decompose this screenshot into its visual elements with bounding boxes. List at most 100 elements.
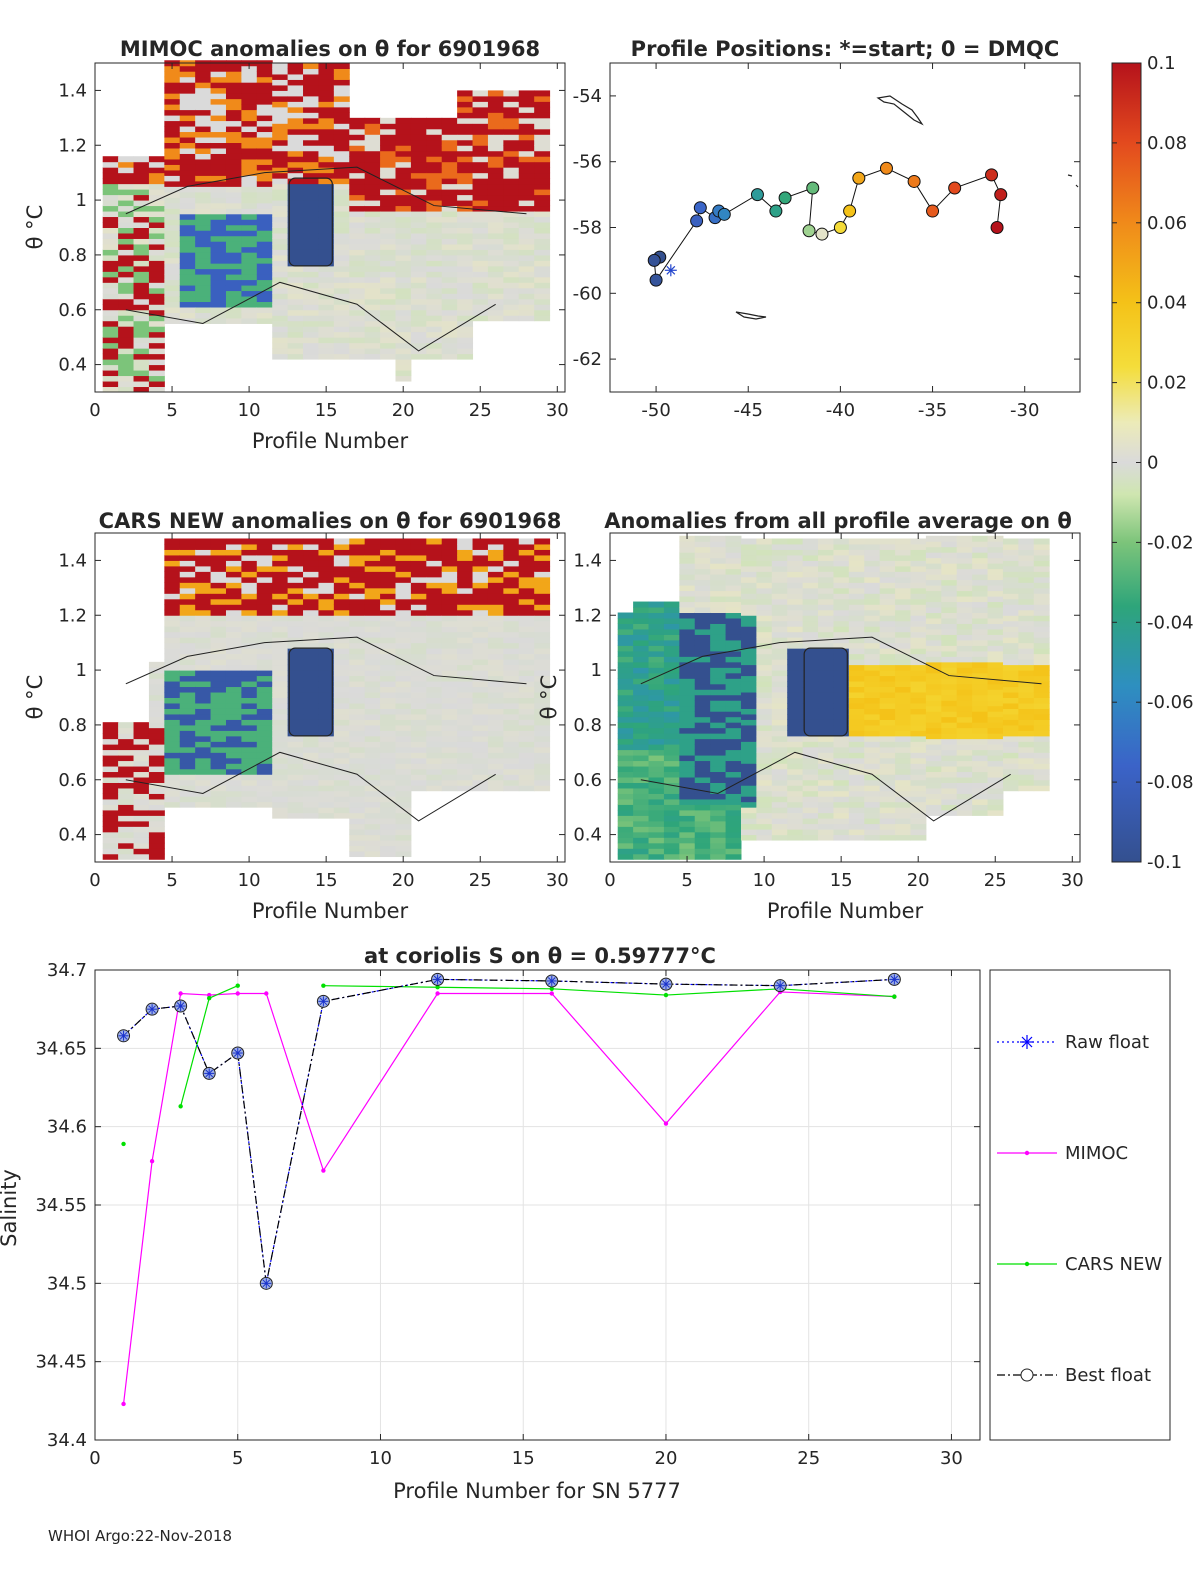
heatmap-cell — [148, 820, 165, 827]
heatmap-cell — [395, 123, 412, 130]
heatmap-cell — [318, 101, 335, 108]
heatmap-cell — [1033, 681, 1050, 688]
heatmap-cell — [787, 609, 804, 616]
heatmap-cell — [534, 746, 551, 753]
heatmap-cell — [910, 637, 927, 644]
mimoc-heatmap — [102, 60, 551, 393]
heatmap-cell — [679, 716, 696, 723]
heatmap-cell — [472, 260, 489, 267]
heatmap-cell — [864, 724, 881, 731]
heatmap-cell — [303, 692, 319, 698]
heatmap-cell — [457, 565, 474, 572]
heatmap-cell — [503, 713, 520, 720]
heatmap-cell — [287, 194, 304, 201]
cars-point — [549, 986, 554, 991]
heatmap-cell — [694, 628, 711, 635]
y-tick-label: -60 — [573, 283, 602, 304]
heatmap-cell — [210, 763, 227, 770]
heatmap-cell — [818, 774, 834, 781]
heatmap-cell — [256, 746, 273, 753]
heatmap-cell — [118, 809, 135, 816]
heatmap-cell — [272, 95, 289, 102]
heatmap-cell — [740, 741, 757, 748]
heatmap-cell — [648, 645, 665, 652]
heatmap-cell — [472, 730, 489, 737]
heatmap-cell — [710, 535, 727, 542]
heatmap-cell — [633, 678, 650, 685]
heatmap-cell — [410, 315, 427, 322]
heatmap-cell — [972, 650, 989, 657]
heatmap-cell — [441, 631, 458, 638]
heatmap-cell — [518, 565, 535, 572]
heatmap-cell — [648, 689, 665, 696]
heatmap-cell — [210, 549, 227, 556]
heatmap-cell — [102, 820, 119, 827]
heatmap-cell — [287, 178, 304, 185]
heatmap-cell — [503, 571, 520, 578]
heatmap-cell — [956, 590, 973, 597]
heatmap-cell — [534, 117, 551, 124]
heatmap-cell — [364, 631, 381, 638]
heatmap-cell — [1033, 768, 1050, 775]
heatmap-cell — [148, 766, 165, 773]
heatmap-cell — [802, 631, 819, 638]
heatmap-cell — [518, 615, 535, 622]
heatmap-cell — [395, 227, 412, 234]
heatmap-cell — [133, 216, 150, 223]
heatmap-cell — [633, 744, 650, 751]
heatmap-cell — [679, 563, 696, 570]
heatmap-cell — [457, 708, 474, 715]
heatmap-cell — [148, 364, 165, 371]
heatmap-cell — [364, 183, 381, 190]
heatmap-cell — [818, 807, 834, 814]
heatmap-cell — [833, 735, 850, 742]
heatmap-cell — [617, 782, 634, 789]
heatmap-cell — [333, 642, 350, 649]
heatmap-cell — [272, 779, 289, 786]
heatmap-cell — [318, 232, 335, 239]
heatmap-cell — [210, 224, 227, 231]
heatmap-cell — [410, 757, 427, 764]
heatmap-cell — [395, 560, 412, 567]
heatmap-cell — [941, 628, 958, 635]
heatmap-cell — [102, 766, 119, 773]
heatmap-cell — [364, 604, 381, 611]
heatmap-cell — [179, 169, 196, 176]
heatmap-cell — [318, 763, 335, 770]
heatmap-cell — [349, 287, 366, 294]
heatmap-cell — [410, 326, 427, 333]
heatmap-cell — [210, 708, 227, 715]
heatmap-cell — [633, 755, 650, 762]
heatmap-cell — [210, 735, 227, 742]
heatmap-cell — [1033, 746, 1050, 753]
heatmap-cell — [364, 249, 381, 256]
heatmap-cell — [133, 793, 150, 800]
heatmap-cell — [740, 713, 757, 720]
heatmap-cell — [164, 719, 181, 726]
heatmap-cell — [441, 571, 458, 578]
heatmap-cell — [272, 659, 289, 666]
heatmap-cell — [487, 260, 504, 267]
heatmap-cell — [518, 260, 535, 267]
heatmap-cell — [472, 211, 489, 218]
heatmap-cell — [503, 287, 520, 294]
heatmap-cell — [956, 563, 973, 570]
heatmap-cell — [256, 312, 273, 319]
heatmap-cell — [380, 211, 396, 218]
heatmap-cell — [256, 768, 273, 775]
heatmap-cell — [164, 681, 181, 688]
profile-marker — [690, 214, 704, 228]
raw-float-marker — [119, 1031, 128, 1040]
heatmap-cell — [756, 615, 773, 622]
heatmap-cell — [256, 235, 273, 242]
profile-marker — [750, 188, 764, 202]
heatmap-cell — [910, 604, 927, 611]
heatmap-cell — [272, 189, 289, 196]
heatmap-cell — [518, 238, 535, 245]
heatmap-cell — [756, 576, 773, 583]
heatmap-cell — [395, 549, 412, 556]
heatmap-cell — [802, 692, 819, 698]
heatmap-cell — [617, 744, 634, 751]
heatmap-cell — [195, 285, 212, 292]
heatmap-cell — [487, 282, 504, 289]
